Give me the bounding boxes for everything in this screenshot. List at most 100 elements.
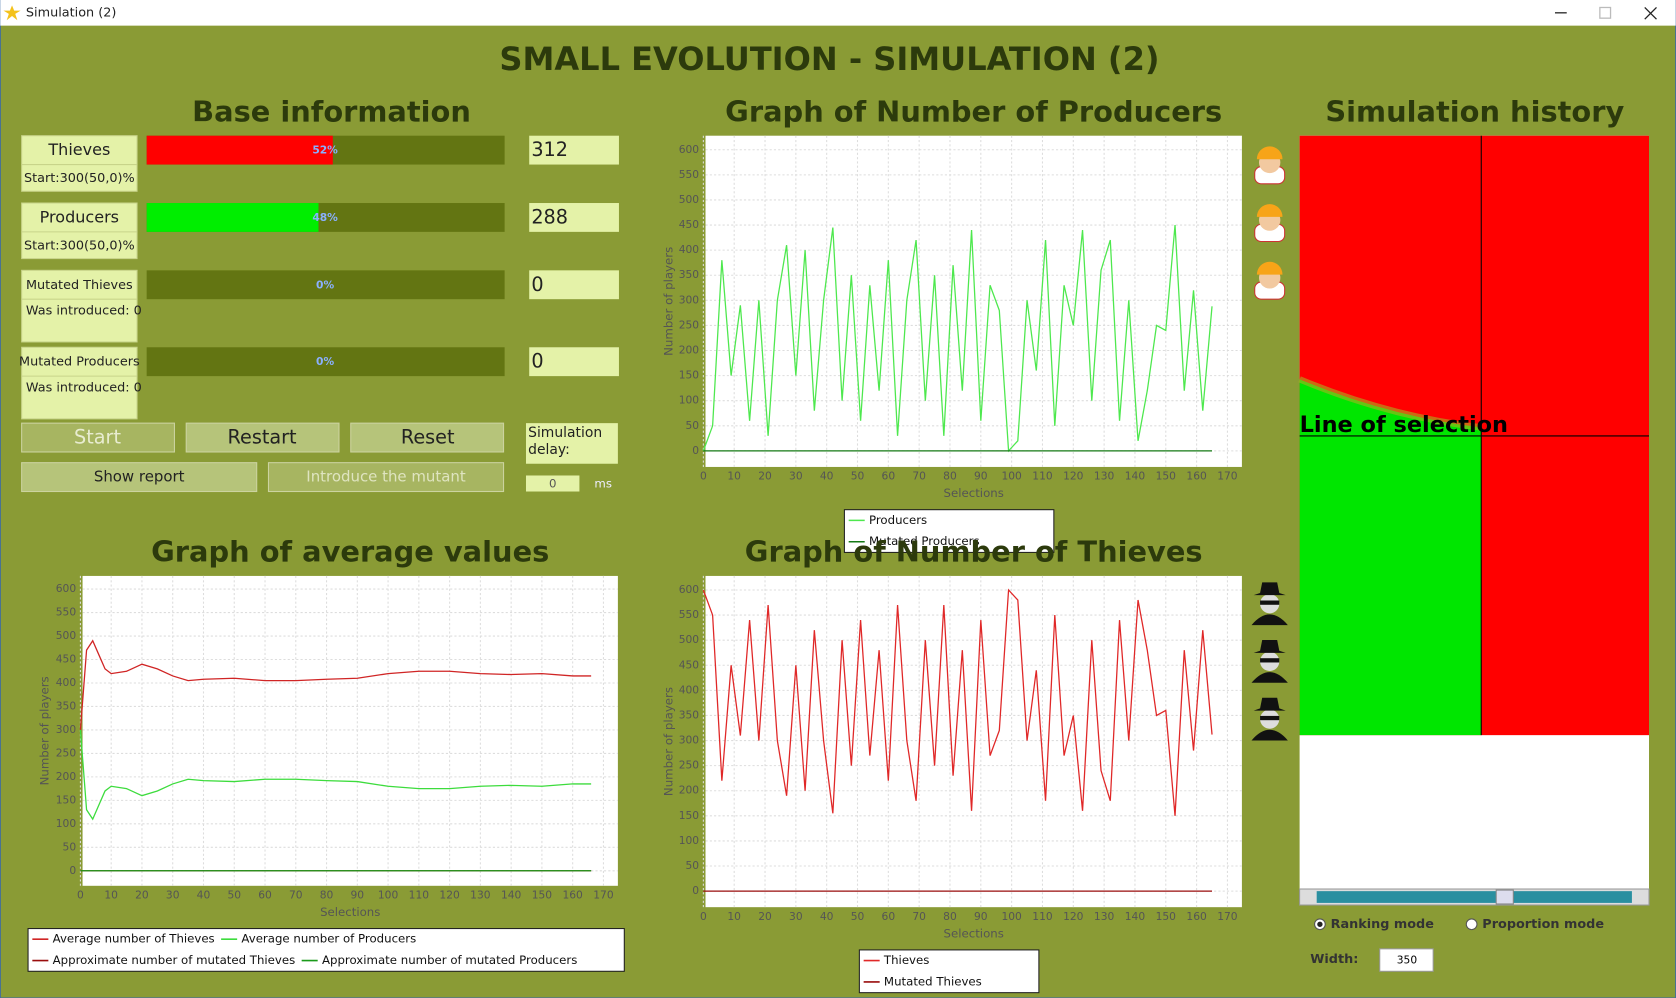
close[interactable] [1644, 7, 1657, 20]
progress-track [146, 347, 505, 377]
x-tick-label: 140 [501, 888, 522, 901]
x-tick-label: 160 [1186, 470, 1207, 483]
radio-proportion[interactable] [1465, 918, 1478, 931]
report-button[interactable] [21, 462, 258, 493]
y-tick-label: 0 [69, 864, 76, 877]
y-tick-label: 550 [56, 606, 77, 619]
x-tick-label: 90 [974, 470, 988, 483]
legend-label: Average number of Thieves [53, 932, 215, 946]
y-axis-label: Number of players [662, 687, 676, 796]
scroll-thumb[interactable] [1495, 889, 1514, 905]
label-box [21, 346, 138, 420]
y-tick-label: 450 [679, 658, 700, 671]
y-tick-label: 400 [679, 683, 700, 696]
legend [858, 949, 1040, 994]
thief-icon [1251, 697, 1288, 741]
main-title: SMALL EVOLUTION - SIMULATION (2) [499, 40, 1159, 78]
y-tick-label: 600 [679, 583, 700, 596]
y-tick-label: 300 [56, 723, 77, 736]
x-tick-label: 60 [882, 910, 896, 923]
delay-label-wrap: Simulation delay: [528, 425, 602, 458]
x-tick-label: 10 [727, 470, 741, 483]
mutant-button[interactable] [267, 462, 505, 493]
x-tick-label: 90 [351, 888, 365, 901]
x-tick-label: 80 [320, 888, 334, 901]
x-tick-label: 60 [882, 470, 896, 483]
x-tick-label: 30 [789, 470, 803, 483]
x-tick-label: 90 [974, 910, 988, 923]
x-tick-label: 40 [197, 888, 211, 901]
progress-bar [146, 135, 333, 165]
y-tick-label: 100 [679, 394, 700, 407]
legend-label: Thieves [883, 953, 929, 967]
count-value: 0 [531, 273, 543, 296]
width-spinner[interactable] [1379, 948, 1434, 972]
y-tick-label: 100 [679, 834, 700, 847]
x-tick-label: 120 [439, 888, 460, 901]
y-tick-label: 450 [56, 653, 77, 666]
buttons: Start Restart Reset Show report Introduc… [21, 422, 618, 493]
section-title: Simulation history [1325, 94, 1624, 128]
y-tick-label: 550 [679, 608, 700, 621]
history-edge [1298, 376, 1482, 431]
label-box [21, 269, 138, 343]
plot-area [82, 575, 618, 886]
y-tick-label: 200 [679, 784, 700, 797]
y-tick-label: 150 [679, 369, 700, 382]
y-tick-label: 250 [679, 759, 700, 772]
x-tick-label: 20 [758, 910, 772, 923]
row-note: Was introduced: 0 [26, 303, 142, 318]
x-tick-label: 70 [912, 910, 926, 923]
window-controls[interactable] [1554, 6, 1657, 20]
worker-icon [1254, 261, 1286, 300]
x-tick-label: 100 [1001, 470, 1022, 483]
y-tick-label: 350 [56, 699, 77, 712]
y-tick-label: 0 [692, 444, 699, 457]
x-tick-label: 80 [943, 910, 957, 923]
x-tick-label: 40 [820, 470, 834, 483]
x-tick-label: 0 [700, 910, 707, 923]
x-tick-label: 60 [258, 888, 272, 901]
worker-icon [1254, 146, 1286, 185]
legend-label: Mutated Thieves [884, 974, 982, 988]
chart-title: Graph of Number of Producers [725, 94, 1222, 128]
progress-track [146, 270, 505, 300]
app-icon [3, 5, 21, 21]
x-tick-label: 40 [820, 910, 834, 923]
button-label: Show report [94, 468, 185, 486]
legend-label: Approximate number of mutated Producers [322, 953, 577, 967]
x-tick-label: 30 [789, 910, 803, 923]
x-axis-label: Selections [944, 926, 1004, 940]
x-tick-label: 10 [727, 910, 741, 923]
row-note: Was introduced: 0 [26, 380, 142, 395]
x-tick-label: 120 [1063, 910, 1084, 923]
progress-label: 48% [312, 211, 338, 224]
maximize[interactable] [1599, 6, 1612, 19]
progress-bar [146, 203, 319, 232]
delay-input[interactable] [525, 475, 580, 492]
y-tick-label: 600 [679, 143, 700, 156]
reset-button[interactable] [350, 422, 505, 453]
start-button[interactable] [21, 422, 175, 453]
chart-title: Graph of average values [151, 534, 549, 568]
y-tick-label: 400 [679, 243, 700, 256]
button-label: Restart [228, 426, 298, 449]
x-tick-label: 130 [1094, 470, 1115, 483]
x-tick-label: 70 [912, 470, 926, 483]
row-name: Mutated Thieves [26, 278, 133, 293]
delay-box [525, 423, 618, 464]
y-tick-label: 300 [679, 734, 700, 747]
thief-icon [1251, 640, 1288, 683]
y-tick-label: 600 [56, 582, 77, 595]
chart: Graph of average values05010015020025030… [27, 534, 625, 972]
x-tick-label: 160 [1186, 910, 1207, 923]
radio-label: Proportion mode [1482, 917, 1604, 932]
label-box [21, 202, 138, 260]
x-tick-label: 160 [562, 888, 583, 901]
x-tick-label: 80 [943, 470, 957, 483]
legend [27, 928, 625, 972]
chart: Graph of Number of Producers050100150200… [662, 94, 1242, 553]
legend-label: Approximate number of mutated Thieves [53, 953, 296, 967]
restart-button[interactable] [185, 422, 340, 453]
